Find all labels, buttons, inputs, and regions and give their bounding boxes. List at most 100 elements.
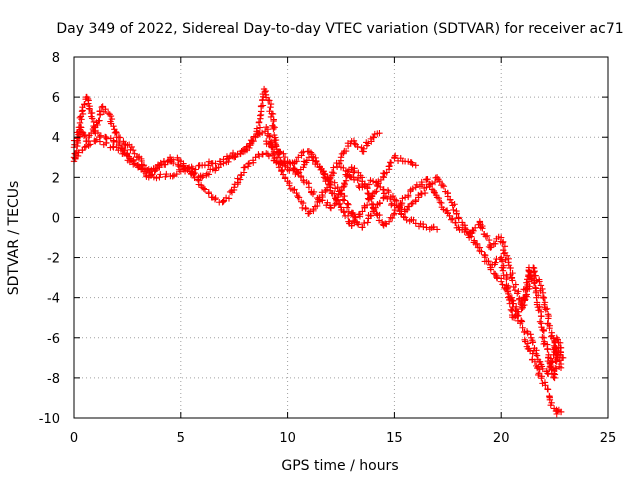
data-point: [534, 304, 542, 311]
data-point: [351, 213, 358, 221]
data-points: [70, 85, 567, 418]
data-point: [191, 174, 198, 182]
data-point: [363, 201, 371, 209]
data-point: [546, 324, 553, 332]
data-point: [532, 272, 539, 279]
data-point: [300, 164, 307, 171]
data-point: [157, 171, 164, 178]
data-point: [341, 197, 348, 204]
data-point: [440, 183, 448, 190]
data-point: [308, 153, 316, 160]
data-point: [268, 144, 276, 151]
data-point: [334, 183, 341, 191]
data-point: [272, 143, 280, 150]
data-point: [327, 204, 334, 211]
data-point: [164, 158, 171, 165]
data-point: [376, 130, 383, 137]
data-point: [461, 224, 469, 232]
y-tick-label: 2: [52, 171, 60, 186]
data-point: [270, 125, 277, 133]
y-axis-label: SDTVAR / TECUs: [6, 181, 22, 296]
data-point: [544, 345, 551, 352]
data-point: [523, 279, 530, 286]
data-point: [189, 171, 197, 179]
data-point: [270, 157, 278, 164]
data-point: [110, 122, 117, 130]
data-point: [554, 336, 561, 343]
data-point: [361, 180, 369, 187]
data-point: [544, 370, 552, 378]
data-point: [488, 243, 495, 251]
data-point: [455, 215, 462, 222]
data-point: [112, 128, 120, 136]
data-point: [507, 306, 515, 313]
data-point: [126, 158, 134, 166]
data-point: [391, 206, 399, 214]
data-point: [270, 117, 277, 125]
data-point: [539, 285, 546, 293]
data-point: [200, 185, 207, 192]
data-point: [253, 125, 261, 132]
data-point: [479, 225, 486, 232]
data-point: [307, 208, 314, 215]
data-point: [409, 160, 416, 168]
data-point: [385, 163, 393, 170]
data-point: [529, 350, 536, 357]
y-tick-label: 6: [52, 91, 60, 106]
data-point: [498, 258, 506, 265]
data-point: [211, 196, 219, 203]
data-point: [523, 291, 530, 298]
data-point: [418, 178, 425, 186]
data-point: [120, 138, 127, 145]
data-point: [131, 150, 138, 157]
data-point: [170, 172, 178, 179]
data-point: [157, 159, 164, 167]
data-point: [355, 182, 362, 190]
data-point: [447, 216, 455, 223]
data-point: [485, 236, 493, 244]
data-point: [552, 364, 559, 372]
data-point: [354, 219, 361, 227]
data-point: [409, 185, 416, 192]
data-point: [485, 257, 492, 265]
data-point: [507, 264, 514, 272]
data-point: [524, 340, 532, 347]
data-point: [231, 184, 238, 191]
data-point: [559, 354, 567, 362]
data-point: [435, 176, 442, 183]
data-point: [343, 204, 351, 211]
data-point: [499, 267, 507, 274]
data-point: [387, 159, 395, 166]
data-point: [331, 190, 338, 197]
data-point: [76, 114, 84, 121]
data-point: [391, 210, 398, 217]
data-point: [349, 217, 357, 225]
data-point: [234, 151, 241, 158]
data-point: [522, 292, 530, 300]
data-point: [153, 174, 160, 182]
data-point: [293, 189, 300, 197]
data-point: [94, 129, 102, 137]
data-point: [471, 224, 479, 231]
data-point: [138, 162, 146, 169]
data-point: [128, 143, 135, 151]
data-point: [368, 200, 376, 208]
data-point: [542, 306, 549, 313]
data-point: [508, 294, 516, 301]
data-point: [217, 161, 224, 168]
data-point: [505, 290, 512, 298]
data-point: [96, 138, 104, 145]
data-point: [392, 197, 400, 205]
data-point: [269, 151, 277, 159]
data-point: [81, 101, 88, 109]
data-point: [327, 181, 335, 189]
data-point: [376, 211, 383, 219]
data-point: [372, 178, 380, 186]
data-point: [89, 115, 96, 122]
data-point: [250, 133, 258, 140]
data-point: [390, 211, 398, 219]
x-tick-label: 10: [279, 431, 296, 446]
data-point: [535, 371, 542, 379]
data-point: [453, 210, 460, 218]
data-point: [80, 132, 88, 140]
